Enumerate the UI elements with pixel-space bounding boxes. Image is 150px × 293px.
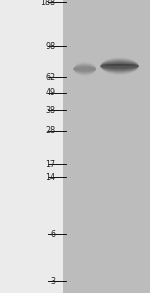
Ellipse shape [100,61,139,71]
Ellipse shape [100,63,139,69]
Text: 49: 49 [45,88,56,98]
Ellipse shape [100,59,139,73]
Ellipse shape [74,63,96,75]
Text: 6: 6 [51,230,56,239]
Bar [63,0,150,293]
Ellipse shape [74,65,96,73]
Ellipse shape [100,60,139,72]
Ellipse shape [100,64,139,69]
Bar [0,0,63,293]
Ellipse shape [74,62,96,76]
Text: 38: 38 [45,105,56,115]
Ellipse shape [100,57,139,75]
Ellipse shape [100,62,139,70]
Text: 188: 188 [40,0,56,7]
Text: 17: 17 [45,160,56,169]
Text: 14: 14 [45,173,56,182]
Ellipse shape [74,66,96,72]
Text: 3: 3 [51,277,56,286]
Ellipse shape [102,64,137,66]
Text: 28: 28 [45,126,56,135]
Ellipse shape [74,67,96,71]
Ellipse shape [74,64,96,74]
Ellipse shape [100,58,139,74]
Ellipse shape [74,67,96,71]
Text: 62: 62 [45,73,56,82]
Ellipse shape [74,64,96,74]
Ellipse shape [100,64,139,69]
Text: 98: 98 [45,42,56,51]
